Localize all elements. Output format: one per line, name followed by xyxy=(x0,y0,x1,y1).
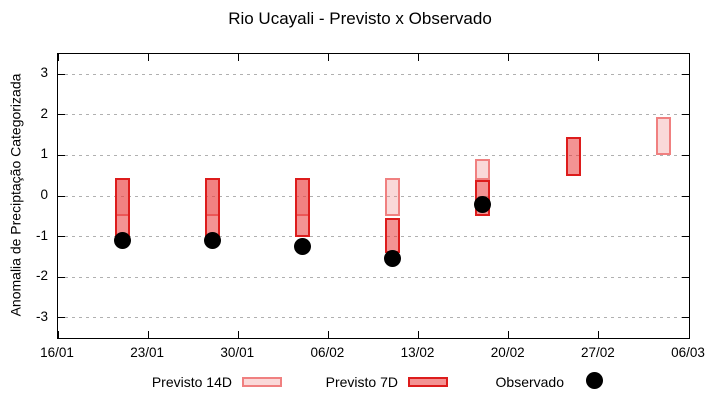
legend-swatch-previsto-7d xyxy=(408,377,448,387)
x-tick-mark-top xyxy=(327,54,329,61)
x-tick-mark-top xyxy=(147,54,149,61)
y-tick-mark-left xyxy=(58,276,65,278)
y-tick-mark-left xyxy=(58,195,65,197)
y-tick-mark-left xyxy=(58,73,65,75)
x-tick-label: 20/02 xyxy=(490,345,525,360)
range-bar-previsto-7d xyxy=(385,218,401,253)
x-tick-mark-bottom xyxy=(418,331,420,338)
x-tick-mark-top xyxy=(57,54,59,61)
x-tick-mark-bottom xyxy=(688,331,690,338)
x-tick-label: 06/03 xyxy=(671,345,705,360)
y-tick-mark-right xyxy=(682,154,689,156)
y-tick-mark-right xyxy=(682,276,689,278)
range-bar-previsto-14d xyxy=(475,159,491,180)
x-tick-label: 06/02 xyxy=(310,345,345,360)
legend-swatch-previsto-14d xyxy=(242,377,282,387)
y-tick-label: -3 xyxy=(35,308,48,324)
range-bar-previsto-14d xyxy=(385,177,401,217)
y-tick-label: 2 xyxy=(40,105,48,121)
gridline xyxy=(58,276,689,278)
range-bar-previsto-7d xyxy=(205,177,221,237)
y-tick-mark-left xyxy=(58,154,65,156)
observado-dot xyxy=(294,238,312,256)
gridline xyxy=(58,317,689,319)
y-tick-mark-left xyxy=(58,114,65,116)
observado-dot xyxy=(204,232,222,250)
y-tick-mark-right xyxy=(682,73,689,75)
plot-area xyxy=(57,53,690,339)
x-tick-mark-bottom xyxy=(57,331,59,338)
y-tick-label: -1 xyxy=(35,227,48,243)
y-tick-mark-right xyxy=(682,114,689,116)
x-tick-mark-bottom xyxy=(327,331,329,338)
y-tick-label: 0 xyxy=(40,187,48,202)
range-bar-previsto-7d xyxy=(114,177,130,237)
range-bar-previsto-7d xyxy=(295,177,311,237)
x-tick-mark-top xyxy=(237,54,239,61)
range-bar-previsto-14d xyxy=(655,116,671,156)
range-bar-previsto-7d xyxy=(565,137,581,176)
x-tick-mark-top xyxy=(598,54,600,61)
x-tick-mark-top xyxy=(688,54,690,61)
x-tick-mark-top xyxy=(508,54,510,61)
gridline xyxy=(58,114,689,116)
y-tick-label: 1 xyxy=(40,146,48,162)
gridline xyxy=(58,73,689,75)
y-tick-mark-left xyxy=(58,236,65,238)
observado-dot xyxy=(113,232,131,250)
observado-dot xyxy=(384,250,402,268)
y-tick-mark-left xyxy=(58,317,65,319)
x-tick-mark-top xyxy=(418,54,420,61)
x-tick-label: 30/01 xyxy=(220,345,255,360)
legend-label-observado: Observado xyxy=(495,374,564,390)
gridline xyxy=(58,236,689,238)
x-tick-label: 27/02 xyxy=(580,345,615,360)
chart-title: Rio Ucayali - Previsto x Observado xyxy=(228,9,492,28)
x-tick-label: 23/01 xyxy=(130,345,165,360)
x-tick-mark-bottom xyxy=(598,331,600,338)
x-tick-mark-bottom xyxy=(147,331,149,338)
gridline xyxy=(58,195,689,197)
x-tick-mark-bottom xyxy=(508,331,510,338)
y-tick-label: -2 xyxy=(35,268,48,284)
y-tick-mark-right xyxy=(682,195,689,197)
y-tick-label: 3 xyxy=(40,65,48,81)
y-tick-mark-right xyxy=(682,236,689,238)
x-tick-label: 13/02 xyxy=(400,345,435,360)
x-tick-mark-bottom xyxy=(237,331,239,338)
y-tick-mark-right xyxy=(682,317,689,319)
legend-label-previsto-14d: Previsto 14D xyxy=(151,374,232,390)
x-tick-label: 16/01 xyxy=(40,345,74,360)
legend-label-previsto-7d: Previsto 7D xyxy=(325,374,398,390)
gridline xyxy=(58,154,689,156)
legend-observado-dot-icon xyxy=(586,372,603,389)
observado-dot xyxy=(474,195,492,213)
